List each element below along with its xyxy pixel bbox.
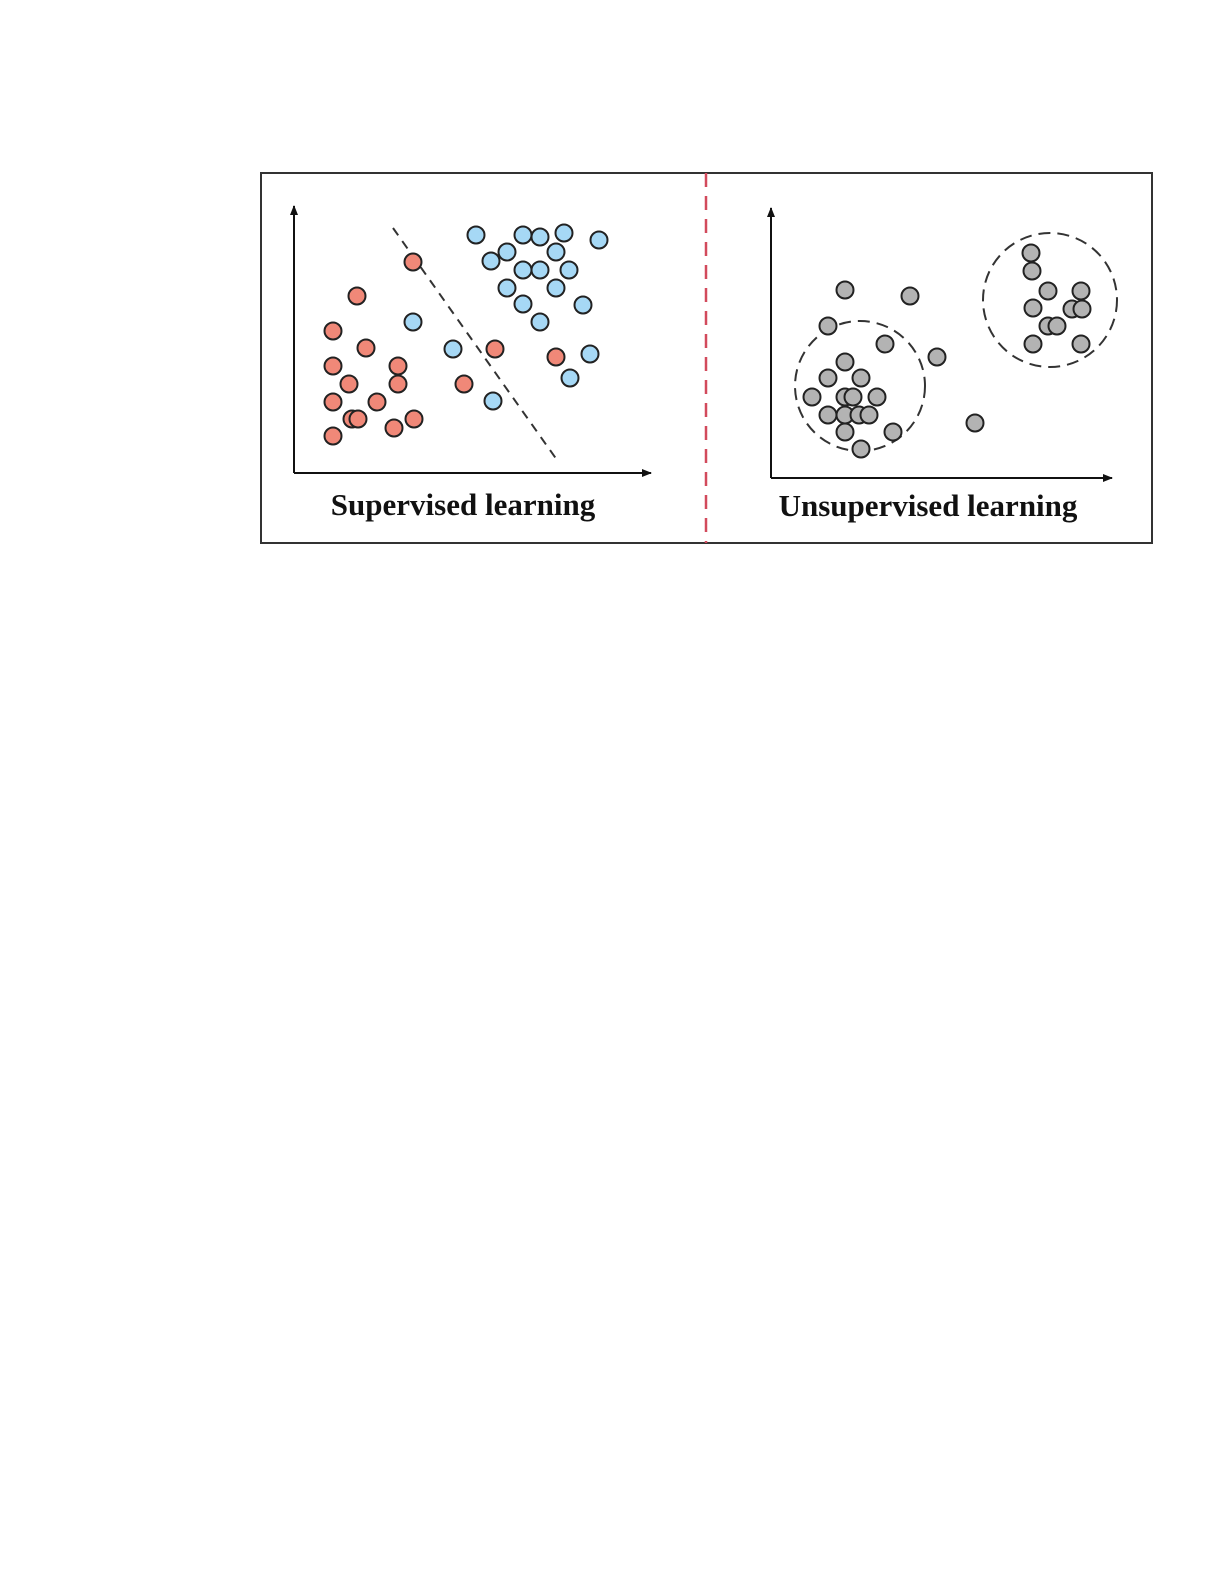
class-b-point <box>573 295 593 315</box>
unsupervised-panel: Unsupervised learning <box>767 207 1118 523</box>
class-b-point <box>546 242 566 262</box>
class-a-point <box>323 356 343 376</box>
class-a-point <box>485 339 505 359</box>
class-b-point <box>580 344 600 364</box>
class-a-point <box>546 347 566 367</box>
class-b-point <box>513 260 533 280</box>
class-b-point <box>530 260 550 280</box>
unlabeled-point <box>818 368 838 388</box>
unlabeled-point <box>835 352 855 372</box>
unlabeled-point <box>883 422 903 442</box>
supervised-title: Supervised learning <box>331 487 596 522</box>
class-b-point <box>530 312 550 332</box>
unsupervised-title: Unsupervised learning <box>779 488 1078 523</box>
class-b-point <box>530 227 550 247</box>
class-b-point <box>497 278 517 298</box>
class-b-point <box>443 339 463 359</box>
unlabeled-point <box>1071 281 1091 301</box>
unlabeled-point <box>1023 334 1043 354</box>
unlabeled-point <box>965 413 985 433</box>
unlabeled-point <box>835 280 855 300</box>
class-a-point <box>403 252 423 272</box>
unlabeled-point <box>1021 243 1041 263</box>
supervised-panel: Supervised learning <box>290 205 652 522</box>
class-b-point <box>513 225 533 245</box>
unlabeled-point <box>875 334 895 354</box>
class-a-point <box>384 418 404 438</box>
class-b-point <box>403 312 423 332</box>
unlabeled-point <box>1038 281 1058 301</box>
class-b-point <box>481 251 501 271</box>
unlabeled-point <box>900 286 920 306</box>
unlabeled-point <box>1072 299 1092 319</box>
class-b-point <box>560 368 580 388</box>
class-a-point <box>388 356 408 376</box>
unlabeled-point <box>1071 334 1091 354</box>
class-a-point <box>348 409 368 429</box>
unlabeled-point <box>835 422 855 442</box>
class-a-point <box>323 426 343 446</box>
unlabeled-point <box>927 347 947 367</box>
class-b-point <box>559 260 579 280</box>
unlabeled-point <box>851 439 871 459</box>
unlabeled-point <box>818 405 838 425</box>
class-b-point <box>554 223 574 243</box>
class-a-point <box>388 374 408 394</box>
class-b-point <box>589 230 609 250</box>
class-a-point <box>454 374 474 394</box>
unlabeled-point <box>1023 298 1043 318</box>
class-b-point <box>497 242 517 262</box>
class-a-point <box>323 392 343 412</box>
class-a-point <box>347 286 367 306</box>
class-b-point <box>466 225 486 245</box>
unlabeled-point <box>1022 261 1042 281</box>
class-a-point <box>323 321 343 341</box>
class-a-point <box>404 409 424 429</box>
unlabeled-point <box>818 316 838 336</box>
unlabeled-point <box>843 387 863 407</box>
class-a-point <box>356 338 376 358</box>
unlabeled-point <box>851 368 871 388</box>
class-b-point <box>483 391 503 411</box>
cluster-boundary <box>982 232 1118 368</box>
unlabeled-point <box>867 387 887 407</box>
unlabeled-point <box>1047 316 1067 336</box>
class-b-point <box>513 294 533 314</box>
unlabeled-point <box>802 387 822 407</box>
class-a-point <box>367 392 387 412</box>
class-b-point <box>546 278 566 298</box>
unlabeled-point <box>859 405 879 425</box>
class-a-point <box>339 374 359 394</box>
